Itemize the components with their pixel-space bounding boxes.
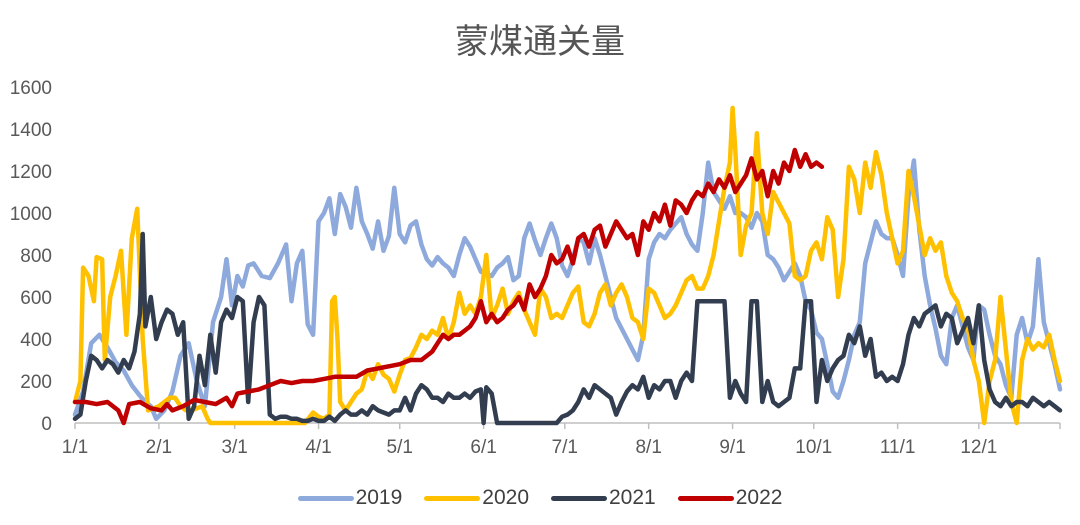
chart-title: 蒙煤通关量 bbox=[455, 22, 625, 62]
legend-item-2020: 2020 bbox=[424, 486, 529, 510]
legend-item-2019: 2019 bbox=[297, 486, 403, 510]
x-tick-label: 8/1 bbox=[635, 437, 661, 458]
x-axis: 1/1 2/1 3/1 4/1 5/1 6/1 7/1 8/1 9/1 10/1 11/1 12/1 bbox=[62, 422, 1061, 458]
legend-label: 2021 bbox=[609, 486, 656, 509]
chart-plot: 0 200 400 600 800 1000 1200 1400 1600 1/1 2/1 3/1 4… bbox=[10, 78, 1063, 458]
y-tick-label: 600 bbox=[20, 288, 52, 309]
legend-item-2021: 2021 bbox=[551, 486, 656, 510]
y-tick-label: 200 bbox=[20, 372, 52, 393]
y-tick-label: 1200 bbox=[10, 162, 52, 183]
x-tick-label: 9/1 bbox=[719, 437, 745, 458]
y-tick-label: 800 bbox=[20, 246, 52, 267]
y-tick-label: 0 bbox=[41, 414, 52, 435]
x-tick-label: 3/1 bbox=[221, 437, 247, 458]
x-tick-label: 2/1 bbox=[146, 437, 172, 458]
y-tick-label: 400 bbox=[20, 330, 52, 351]
y-tick-label: 1000 bbox=[10, 204, 52, 225]
x-tick-label: 6/1 bbox=[470, 437, 496, 458]
legend-swatch bbox=[677, 495, 734, 501]
legend: 2019 2020 2021 2022 bbox=[0, 486, 1080, 510]
y-tick-label: 1600 bbox=[10, 78, 52, 99]
y-axis: 0 200 400 600 800 1000 1200 1400 1600 bbox=[10, 78, 52, 435]
x-tick-label: 10/1 bbox=[795, 437, 832, 458]
y-tick-label: 1400 bbox=[10, 120, 52, 141]
legend-label: 2019 bbox=[355, 486, 403, 509]
legend-swatch bbox=[297, 495, 354, 501]
legend-item-2022: 2022 bbox=[677, 486, 783, 510]
x-tick-label: 1/1 bbox=[62, 437, 88, 458]
x-tick-label: 7/1 bbox=[552, 437, 578, 458]
legend-label: 2020 bbox=[482, 486, 529, 509]
x-tick-label: 11/1 bbox=[880, 437, 916, 458]
x-tick-label: 12/1 bbox=[960, 437, 997, 458]
x-tick-label: 5/1 bbox=[387, 437, 413, 458]
series-line-2020 bbox=[72, 105, 1063, 426]
legend-swatch bbox=[424, 495, 481, 501]
series-line-2021 bbox=[72, 231, 1063, 426]
legend-swatch bbox=[551, 495, 607, 501]
legend-label: 2022 bbox=[735, 486, 783, 509]
series-layer bbox=[72, 105, 1063, 426]
x-tick-label: 4/1 bbox=[305, 437, 331, 458]
series-line-2022 bbox=[72, 147, 825, 426]
